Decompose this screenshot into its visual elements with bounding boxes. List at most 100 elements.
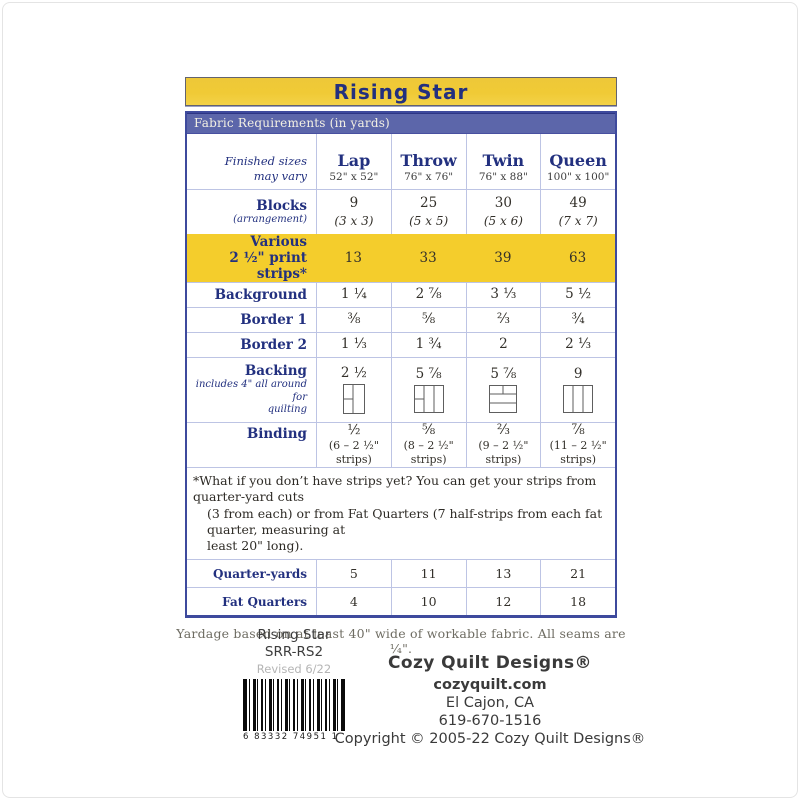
cell-detail-line: strips) xyxy=(485,452,522,466)
row-label-binding: Binding xyxy=(187,423,316,467)
cell-value: ⅜ xyxy=(347,311,361,328)
row-label-line: 2 ½" print xyxy=(229,250,307,267)
table-row-backing: Backing includes 4" all around for quiltin… xyxy=(187,357,615,422)
barcode-bars xyxy=(243,678,345,731)
row-label-blocks: Blocks (arrangement) xyxy=(187,190,316,234)
product-id-block: Rising Star SRR-RS2 Revised 6/22 6 83332… xyxy=(237,627,351,742)
cell-value: ⅞ xyxy=(571,422,585,438)
footnote-line: *What if you don’t have strips yet? You … xyxy=(193,473,597,505)
row-label-border-1: Border 1 xyxy=(187,308,316,332)
size-dimensions: 100" x 100" xyxy=(546,171,610,183)
cell-border-2-0: 1 ⅓ xyxy=(316,333,391,357)
table-row-quarter-yards: Quarter-yards 5 11 13 21 xyxy=(187,559,615,588)
row-label-text: Quarter-yards xyxy=(213,566,307,581)
cell-subvalue: (7 x 7) xyxy=(558,213,598,228)
section-header: Fabric Requirements (in yards) xyxy=(187,113,615,134)
column-header-throw: Throw 76" x 76" xyxy=(390,134,466,189)
row-label-text: Border 2 xyxy=(240,336,307,353)
cell-value: 2 ⅓ xyxy=(565,336,592,353)
cell-quarter-yards-0: 5 xyxy=(316,560,391,588)
cell-value: ⅔ xyxy=(496,422,510,438)
cell-value: 9 xyxy=(349,195,359,212)
finished-sizes-note-line: may vary xyxy=(253,168,307,183)
cell-backing-0: 2 ½ xyxy=(316,358,391,422)
cell-quarter-yards-2: 13 xyxy=(465,560,541,588)
publisher-phone: 619-670-1516 xyxy=(438,713,542,729)
cell-detail-line: (11 – 2 ½" xyxy=(549,438,607,452)
cell-detail-line: (8 – 2 ½" xyxy=(403,438,454,452)
cell-value: 5 ⅞ xyxy=(490,365,517,382)
backing-layout-diagram xyxy=(342,384,365,415)
row-sublabel: (arrangement) xyxy=(233,213,307,225)
copyright-line: Copyright © 2005-22 Cozy Quilt Designs® xyxy=(334,731,646,747)
cell-value: 33 xyxy=(419,249,437,266)
cell-quarter-yards-1: 11 xyxy=(390,560,466,588)
row-label-text: Blocks xyxy=(256,197,307,214)
row-label-background: Background xyxy=(187,283,316,307)
backing-layout-diagram xyxy=(563,385,594,414)
finished-sizes-note-line: Finished sizes xyxy=(224,154,307,169)
cell-border-2-1: 1 ¾ xyxy=(390,333,466,357)
backing-layout-diagram xyxy=(413,385,444,414)
column-header-queen: Queen 100" x 100" xyxy=(540,134,615,189)
cell-detail-line: strips) xyxy=(335,452,372,466)
pattern-title-banner: Rising Star xyxy=(185,77,617,106)
table-row-sizes: Finished sizes may vary Lap 52" x 52" Throw 7… xyxy=(187,134,615,189)
cell-value: ⅔ xyxy=(496,311,510,328)
cell-value: ¾ xyxy=(571,311,585,328)
cell-blocks-1: 25 (5 x 5) xyxy=(390,190,466,234)
publisher-location: El Cajon, CA xyxy=(445,695,535,711)
row-label-print-strips: Various 2 ½" print strips* xyxy=(187,234,316,283)
finished-sizes-note: Finished sizes may vary xyxy=(187,134,316,189)
cell-subvalue: (5 x 5) xyxy=(409,213,449,228)
size-name: Lap xyxy=(337,151,371,171)
cell-fat-quarters-2: 12 xyxy=(465,588,541,616)
cell-border-1-0: ⅜ xyxy=(316,308,391,332)
cell-value: 1 ⅓ xyxy=(340,336,367,353)
cell-border-1-2: ⅔ xyxy=(465,308,541,332)
cell-detail-line: strips) xyxy=(560,452,597,466)
cell-backing-3: 9 xyxy=(540,358,615,422)
size-dimensions: 76" x 88" xyxy=(478,171,528,183)
table-row-fat-quarters: Fat Quarters 4 10 12 18 xyxy=(187,587,615,616)
cell-detail-line: strips) xyxy=(410,452,447,466)
cell-binding-0: ½ (6 – 2 ½" strips) xyxy=(316,422,391,468)
cell-blocks-3: 49 (7 x 7) xyxy=(540,190,615,234)
cell-value: 5 ½ xyxy=(565,286,592,303)
cell-fat-quarters-3: 18 xyxy=(540,588,615,616)
footnote-line: (3 from each) or from Fat Quarters (7 ha… xyxy=(207,505,603,537)
backing-layout-diagram xyxy=(489,385,518,414)
cell-value: 2 ⅞ xyxy=(415,286,442,303)
size-name: Queen xyxy=(549,151,607,171)
publisher-name: Cozy Quilt Designs® xyxy=(388,653,592,673)
cell-blocks-0: 9 (3 x 3) xyxy=(316,190,391,234)
row-label-line: strips* xyxy=(256,266,307,283)
cell-detail-line: (6 – 2 ½" xyxy=(328,438,379,452)
cell-border-1-3: ¾ xyxy=(540,308,615,332)
cell-border-2-2: 2 xyxy=(465,333,541,357)
row-label-text: Binding xyxy=(246,426,307,442)
size-name: Throw xyxy=(400,151,457,171)
cell-value: 13 xyxy=(344,249,362,266)
cell-print-strips-0: 13 xyxy=(316,234,391,283)
cell-value: ⅝ xyxy=(422,311,436,328)
row-label-backing: Backing includes 4" all around for quiltin… xyxy=(187,358,316,422)
column-header-lap: Lap 52" x 52" xyxy=(316,134,391,189)
cell-background-0: 1 ¼ xyxy=(316,283,391,307)
table-row-border-1: Border 1 ⅜ ⅝ ⅔ ¾ xyxy=(187,307,615,332)
publisher-website: cozyquilt.com xyxy=(433,677,547,693)
section-header-label: Fabric Requirements (in yards) xyxy=(194,116,390,130)
cell-value: 49 xyxy=(569,195,587,212)
table-row-border-2: Border 2 1 ⅓ 1 ¾ 2 2 ⅓ xyxy=(187,332,615,357)
cell-background-3: 5 ½ xyxy=(540,283,615,307)
cell-value: 39 xyxy=(494,249,512,266)
cell-fat-quarters-1: 10 xyxy=(390,588,466,616)
cell-blocks-2: 30 (5 x 6) xyxy=(465,190,541,234)
footnote-line: least 20" long). xyxy=(207,538,304,553)
footer-sku: SRR-RS2 xyxy=(264,643,324,660)
cell-value: 3 ⅓ xyxy=(490,286,517,303)
row-label-line: Various xyxy=(250,234,307,250)
row-label-text: Border 1 xyxy=(240,311,307,328)
cell-border-2-3: 2 ⅓ xyxy=(540,333,615,357)
upc-barcode: 6 83332 74951 1 xyxy=(243,678,345,742)
